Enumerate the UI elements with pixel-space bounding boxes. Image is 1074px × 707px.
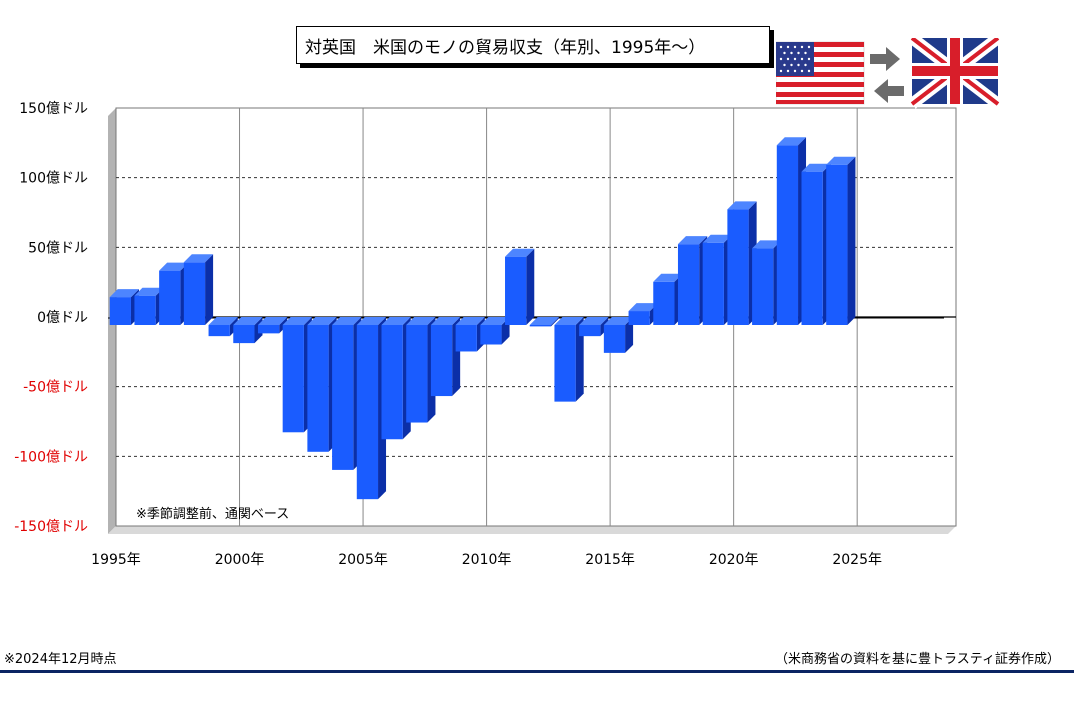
y-tick-label: 0億ドル <box>37 310 88 326</box>
bar-top <box>776 137 807 146</box>
bar <box>801 171 823 325</box>
bar-top <box>332 317 362 325</box>
bar <box>430 325 453 397</box>
bar-top <box>826 156 856 165</box>
bar <box>579 325 601 337</box>
bar-top <box>529 317 559 325</box>
bar <box>233 325 255 344</box>
bar <box>653 281 675 325</box>
bar <box>332 325 354 470</box>
bar <box>603 325 626 353</box>
bar <box>109 297 131 325</box>
bar-top <box>282 317 312 325</box>
bar <box>628 311 650 325</box>
bar-side <box>575 317 584 402</box>
bar-top <box>406 317 436 325</box>
y-tick-label: 100億ドル <box>19 171 88 187</box>
bar <box>208 325 230 337</box>
bar-top <box>307 317 337 325</box>
bar <box>282 325 304 433</box>
bar <box>554 325 576 402</box>
bar-side <box>526 248 535 325</box>
footnote-date: ※2024年12月時点 <box>4 652 117 667</box>
bar <box>159 270 181 325</box>
bar-top <box>430 317 461 325</box>
bar-top <box>603 317 634 325</box>
us-flag-icon <box>776 41 865 105</box>
exchange-arrows-icon <box>870 47 904 103</box>
bar <box>826 164 848 325</box>
bar-top <box>579 317 609 325</box>
bar-side <box>625 317 634 353</box>
y-tick-label: 150億ドル <box>19 101 88 117</box>
bar-side <box>847 156 856 325</box>
bar-side <box>550 317 559 327</box>
bar <box>505 256 527 325</box>
bar <box>677 244 700 325</box>
flags-graphic <box>776 38 1002 109</box>
bar-top <box>257 317 288 325</box>
bar <box>356 325 379 500</box>
bar-top <box>628 303 658 312</box>
bar-top <box>381 317 411 325</box>
bar-top <box>208 317 238 325</box>
chart-title-box: 対英国 米国のモノの貿易収支（年別、1995年～） <box>296 26 770 64</box>
y-tick-label: -150億ドル <box>14 519 88 535</box>
bar-top <box>480 317 510 325</box>
bar <box>480 325 502 345</box>
bar <box>183 262 206 325</box>
footer-rule <box>0 670 1074 673</box>
uk-flag-icon <box>908 38 1002 109</box>
x-tick-label: 2005年 <box>338 552 388 568</box>
x-tick-label: 1995年 <box>91 552 141 568</box>
x-tick-label: 2010年 <box>462 552 512 568</box>
bar-top <box>752 240 782 249</box>
bar-side <box>205 254 214 325</box>
bar <box>455 325 477 352</box>
x-tick-label: 2000年 <box>215 552 265 568</box>
chart-title: 対英国 米国のモノの貿易収支（年別、1995年～） <box>305 37 706 58</box>
y-tick-label: -50億ドル <box>23 380 88 396</box>
bar-top <box>505 248 535 257</box>
bar-top <box>159 262 189 271</box>
bar-top <box>455 317 485 325</box>
bar <box>406 325 428 423</box>
bar-top <box>183 254 214 263</box>
bar <box>702 242 724 325</box>
bar <box>752 248 774 325</box>
bar-top <box>356 317 387 325</box>
x-tick-label: 2015年 <box>585 552 635 568</box>
bar <box>307 325 329 452</box>
bar-top <box>109 289 139 298</box>
y-tick-label: -100億ドル <box>14 449 88 465</box>
bar-top <box>702 234 732 243</box>
bar-top <box>554 317 584 325</box>
bar-top <box>653 273 683 282</box>
footnote-source: （米商務省の資料を基に豊トラスティ証券作成） <box>775 652 1060 667</box>
plot-floor <box>108 526 956 534</box>
bar <box>727 209 749 325</box>
bar <box>776 145 799 325</box>
x-tick-label: 2020年 <box>709 552 759 568</box>
bar-top <box>801 163 831 172</box>
bar <box>381 325 403 440</box>
chart-annotation: ※季節調整前、通関ベース <box>136 506 289 522</box>
bar-top <box>233 317 263 325</box>
x-tick-label: 2025年 <box>832 552 882 568</box>
bar-top <box>727 201 757 210</box>
y-tick-label: 50億ドル <box>28 240 88 256</box>
bar <box>134 295 156 325</box>
bar-top <box>677 236 708 245</box>
bar <box>257 325 280 334</box>
bar-top <box>134 287 164 296</box>
bar <box>529 325 551 327</box>
